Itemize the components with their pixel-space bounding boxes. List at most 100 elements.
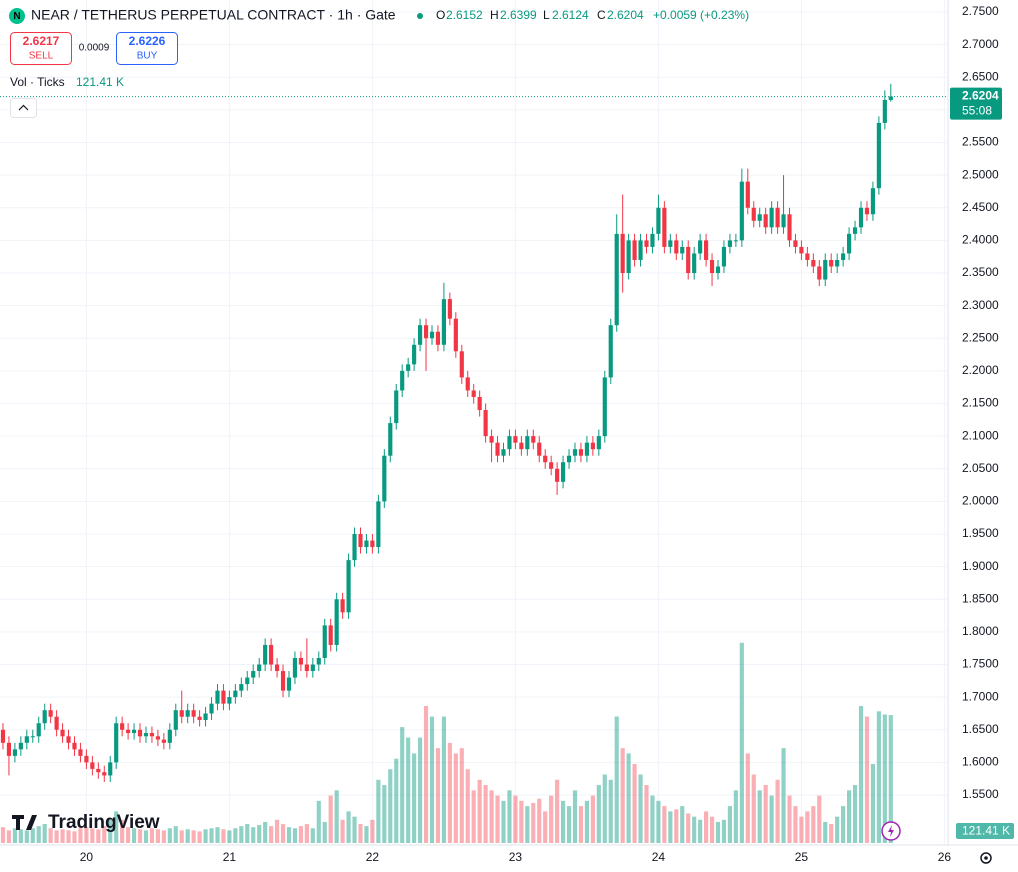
candle-body [251,671,256,678]
volume-bar [751,774,756,843]
candle-body [417,325,423,345]
volume-bar [453,753,458,843]
candle-body [400,370,405,391]
candle-body [185,710,190,717]
volume-bar [310,828,315,843]
candle-body [376,501,381,548]
collapse-button[interactable] [10,98,37,118]
volume-bar [364,826,369,843]
volume-bar [358,824,363,843]
volume-bar [394,758,399,843]
candle-body [370,540,375,548]
candle-body [835,259,840,267]
volume-bar [566,806,572,843]
candle-body [412,344,417,365]
candle-body [686,246,691,274]
candle-body [149,733,155,737]
candle-body [221,690,226,704]
volume-bar [578,806,584,843]
candle-body [203,713,208,720]
volume-bar [715,821,721,843]
candle-body [310,664,315,672]
volume-bar [805,811,810,843]
volume-bar [709,816,715,843]
volume-bar [650,795,655,843]
candle-body [578,449,584,456]
y-tick-label: 2.2000 [962,363,999,377]
candle-body [847,233,852,254]
icon-letter: N [13,11,20,22]
candle-body [870,188,876,215]
candle-body [745,181,750,208]
settings-icon[interactable] [980,852,992,864]
candle-body [811,259,816,267]
x-tick-label: 25 [795,850,809,864]
volume-bar [209,828,214,843]
collapse-icon [18,104,29,111]
candle-body [644,240,649,247]
volume-tag [956,823,1014,839]
volume-tag-value: 121.41 K [962,824,1010,838]
candle-body [429,331,435,339]
sell-button[interactable] [10,32,72,65]
volume-bar [48,828,53,843]
candle-body [549,462,554,469]
y-tick-label: 2.7000 [962,37,999,51]
candle-body [555,468,560,482]
volume-bar [66,830,71,843]
candle-body [781,214,786,228]
volume-bar [727,806,733,843]
logo-text: TradingView [48,812,160,833]
lightning-icon [888,825,894,837]
sell-price: 2.6217 [23,34,60,48]
candle-body [662,207,667,247]
candle-body [441,299,446,345]
candle-body [233,690,238,698]
candle-body [102,772,107,776]
candle-body [751,207,756,221]
ohlc-label: H [490,8,499,22]
volume-bar [703,811,709,843]
volume-bar [477,779,482,843]
candle-body [388,423,393,456]
buy-button[interactable] [116,32,178,65]
candle-body [638,240,643,260]
volume-bar [602,774,607,843]
volume-bar [787,795,792,843]
x-tick-label: 23 [509,850,523,864]
candle-body [340,599,345,613]
volume-bar [608,779,613,843]
ohlc-value: 2.6204 [607,8,644,22]
volume-bar [263,821,268,843]
volume-bar [114,811,119,843]
volume-bar [54,830,59,843]
volume-bar [441,716,446,843]
y-tick-label: 1.8500 [962,591,999,605]
candle-body [447,299,452,319]
y-tick-label: 1.6500 [962,722,999,736]
volume-bar [78,828,83,843]
price-axis [948,0,1018,845]
volume-bar [0,827,6,843]
candle-body [209,703,214,714]
candle-body [852,227,858,234]
candle-body [692,253,697,274]
candle-body [787,214,792,241]
y-tick-label: 1.7500 [962,657,999,671]
volume-bar [36,826,41,843]
volume-bar [233,828,238,843]
candle-body [721,246,727,267]
volume-bar [811,806,816,843]
volume-bar [90,828,95,843]
candle-body [0,729,6,743]
volume-bar [167,828,172,843]
candle-body [406,364,411,371]
volume-bar [668,811,673,843]
volume-bar [674,809,679,843]
y-tick-label: 2.2500 [962,330,999,344]
volume-bar [149,828,155,843]
volume-bar [620,748,625,843]
volume-bar [215,827,220,843]
candle-body [876,122,881,189]
